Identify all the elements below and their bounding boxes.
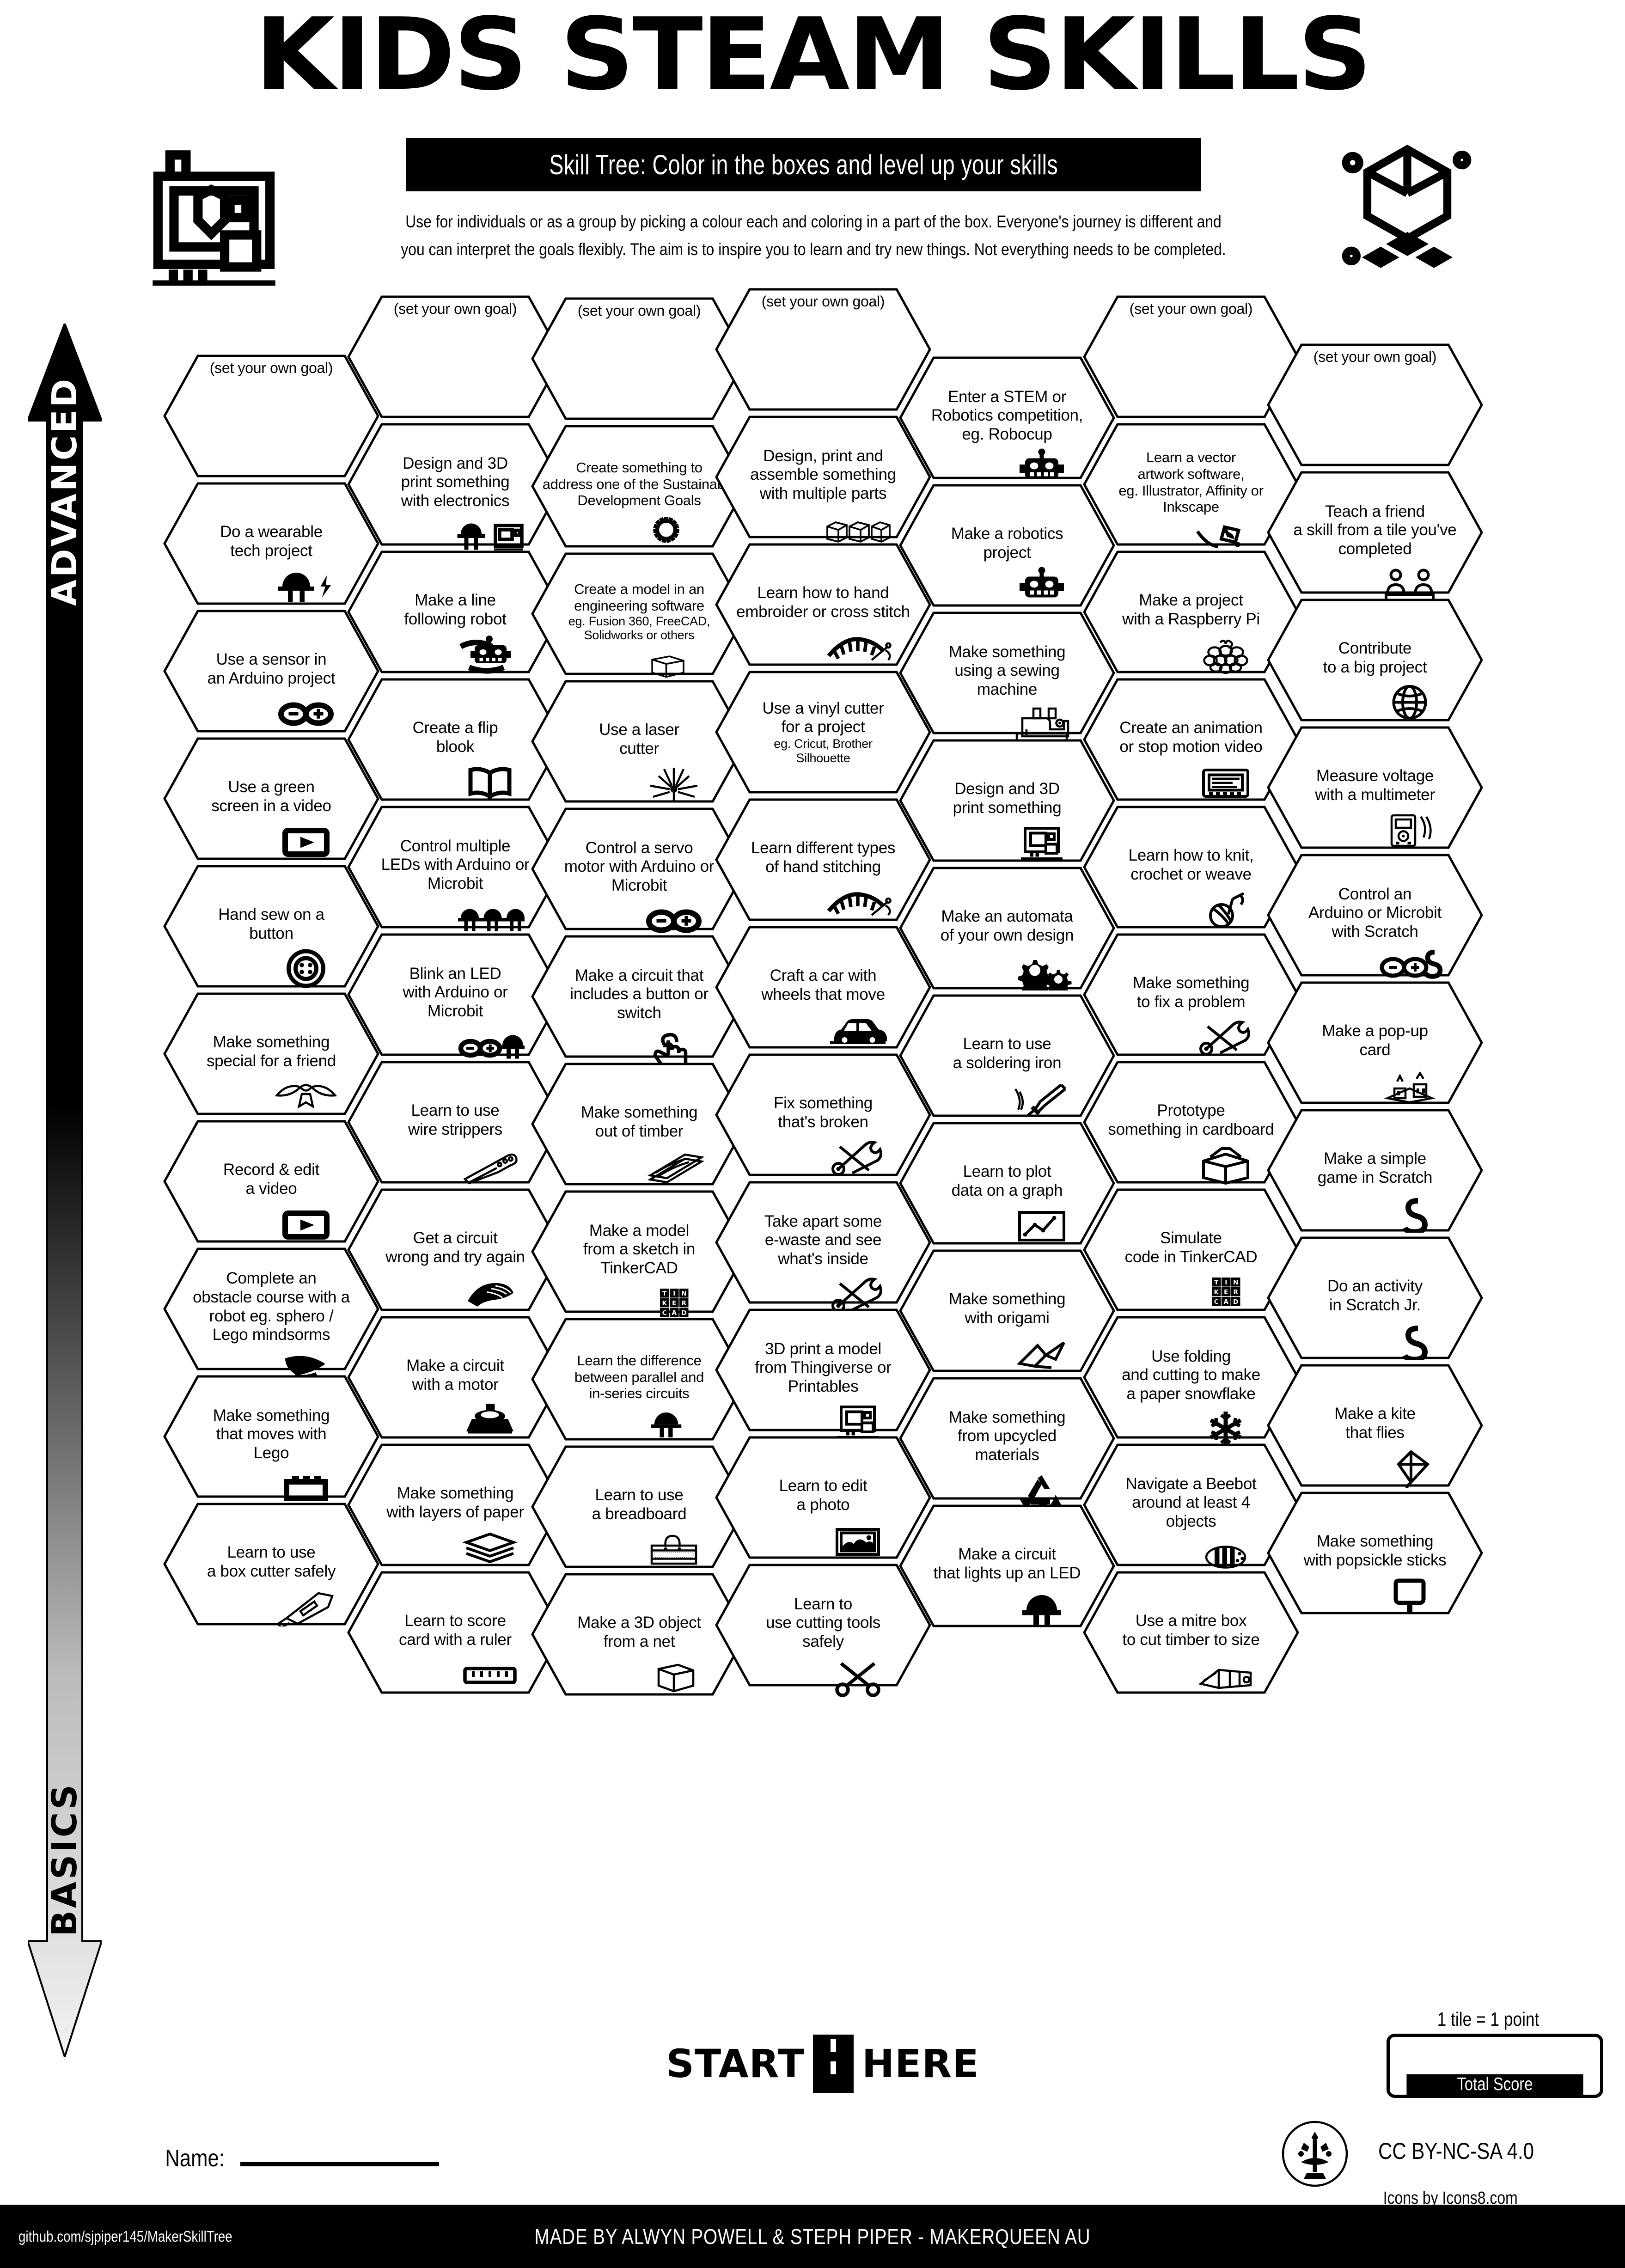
skill-tile[interactable]: Make a kite that flies [1265, 1363, 1484, 1488]
name-input-line[interactable] [240, 2162, 440, 2166]
3d-printer-icon [153, 150, 275, 286]
footer-bar: github.com/sjpiper145/MakerSkillTree MAD… [0, 2205, 1625, 2268]
page-title: KIDS STEAM SKILLS [255, 0, 1372, 112]
tile-point-rule: 1 tile = 1 point [1437, 2008, 1539, 2030]
description-text: Use for individuals or as a group by pic… [401, 212, 1226, 259]
skill-tile[interactable]: (set your own goal) [1265, 342, 1484, 468]
skill-tile[interactable]: Do an activity in Scratch Jr. [1265, 1235, 1484, 1361]
start-here-marker: START HERE [661, 2034, 984, 2094]
total-score-label: Total Score [1406, 2074, 1583, 2095]
road-icon [812, 2035, 854, 2093]
cc-badge-icon [1282, 2121, 1348, 2187]
footer-github-link[interactable]: github.com/sjpiper145/MakerSkillTree [18, 2227, 232, 2245]
skill-tile[interactable]: Teach a friend a skill from a tile you've… [1265, 470, 1484, 603]
skill-tile[interactable]: Make a simple game in Scratch [1265, 1107, 1484, 1233]
name-field[interactable]: Name: [159, 2145, 440, 2172]
level-axis-arrow [28, 324, 102, 2057]
cube-grid-icon [1342, 145, 1472, 268]
skill-tile[interactable]: Measure voltage with a multimeter [1265, 725, 1484, 850]
subtitle-banner: Skill Tree: Color in the boxes and level… [406, 138, 1201, 191]
here-word: HERE [861, 2041, 979, 2086]
subtitle-text: Skill Tree: Color in the boxes and level… [549, 149, 1058, 180]
skill-tile[interactable]: Make something with popsickle sticks [1265, 1490, 1484, 1616]
total-score-box[interactable]: Total Score [1387, 2034, 1603, 2098]
skill-tile[interactable]: Make a pop-up card [1265, 980, 1484, 1106]
footer-credit: MADE BY ALWYN POWELL & STEPH PIPER - MAK… [534, 2224, 1091, 2249]
skill-tile[interactable]: Control an Arduino or Microbit with Scratc… [1265, 852, 1484, 979]
start-word: START [666, 2041, 805, 2086]
skill-tile[interactable]: Contribute to a big project [1265, 597, 1484, 723]
license-text: CC BY-NC-SA 4.0 [1378, 2138, 1534, 2164]
name-label: Name: [165, 2145, 225, 2172]
